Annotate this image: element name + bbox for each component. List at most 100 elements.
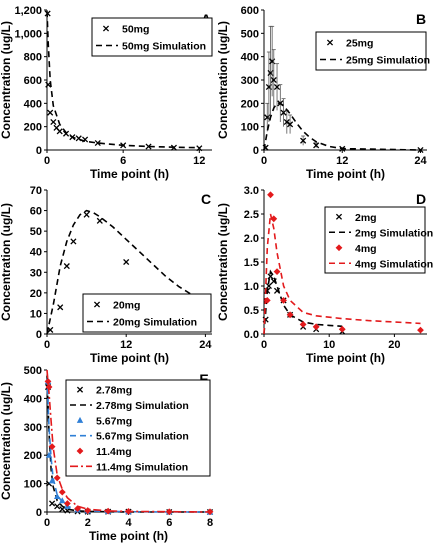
y-tick-label: 1,200: [14, 5, 42, 17]
x-axis-label: Time point (h): [89, 529, 168, 543]
data-point: [53, 474, 61, 482]
x-axis-label: Time point (h): [90, 351, 169, 365]
data-point: [299, 321, 307, 328]
data-point: [280, 297, 287, 304]
legend-marker-swatch: [335, 213, 343, 220]
marker-stroke: [280, 109, 287, 116]
y-tick-label: 800: [24, 52, 42, 64]
data-point: [58, 488, 66, 496]
x-tick-label: 20: [388, 339, 400, 351]
y-tick-label: 0: [36, 507, 42, 519]
data-point: [104, 507, 112, 515]
marker-stroke: [270, 76, 277, 84]
data-point: [265, 282, 272, 290]
x-tick-label: 0: [44, 517, 50, 529]
legend-marker-swatch: [326, 39, 334, 46]
y-tick-label: 400: [241, 52, 259, 64]
marker-stroke: [273, 83, 281, 91]
x-tick-label: 10: [323, 339, 335, 351]
y-tick-label: 40: [30, 247, 42, 259]
legend-box: [315, 31, 427, 71]
data-point: [338, 325, 346, 333]
legend-box: [82, 293, 212, 333]
data-point: [47, 109, 54, 116]
data-point: [313, 142, 320, 149]
data-point: [270, 76, 277, 84]
y-tick-label: 500: [241, 28, 259, 40]
data-point: [123, 258, 130, 266]
marker-stroke: [47, 326, 54, 333]
y-tick-label: 200: [24, 450, 42, 462]
y-tick-label: 400: [24, 98, 42, 110]
simulation-line: [46, 11, 200, 149]
x-tick-label: 6: [166, 517, 172, 529]
data-point: [45, 451, 53, 458]
panel-letter: C: [201, 191, 211, 207]
y-axis-label: Concentration (ug/L): [0, 21, 13, 139]
marker-stroke: [102, 25, 110, 32]
data-point: [267, 191, 274, 199]
data-point: [94, 139, 101, 147]
y-tick-label: 1.0: [244, 281, 259, 293]
y-axis-label: Concentration (ug/L): [216, 203, 230, 321]
legend-label: 20mg Simulation: [113, 317, 197, 329]
y-tick-label: 300: [241, 75, 259, 87]
legend-box: [65, 379, 211, 477]
y-tick-label: 2.0: [244, 233, 259, 245]
y-tick-label: 30: [30, 267, 42, 279]
legend-label: 20mg: [113, 300, 140, 312]
data-point: [417, 326, 424, 334]
data-point: [49, 500, 56, 507]
panel-letter: E: [199, 371, 208, 387]
data-point: [286, 311, 294, 319]
marker-stroke: [54, 503, 61, 510]
y-tick-label: 200: [24, 122, 42, 134]
legend-label: 11.4mg: [96, 446, 132, 458]
marker-stroke: [196, 145, 203, 152]
y-tick-label: 0.5: [244, 305, 259, 317]
legend-label: 4mg: [355, 243, 377, 255]
marker-stroke: [53, 124, 60, 131]
simulation-line: [46, 369, 211, 513]
data-point: [145, 143, 152, 150]
legend-label: 25mg: [346, 38, 373, 50]
marker-stroke: [47, 109, 54, 116]
legend-box: [91, 17, 213, 57]
data-point: [63, 500, 71, 507]
y-tick-label: 0: [253, 145, 259, 157]
x-tick-label: 2: [85, 517, 91, 529]
legend: 2.78mg 2.78mg Simulation 5.67mg 5.67mg Simu…: [65, 379, 211, 477]
x-tick-label: 12: [120, 339, 132, 351]
marker-stroke: [283, 118, 290, 126]
data-point: [283, 118, 290, 126]
x-tick-label: 24: [199, 339, 212, 351]
data-point: [50, 118, 57, 126]
legend-label: 2mg Simulation: [355, 227, 433, 239]
data-point: [287, 121, 294, 128]
data-point: [57, 304, 64, 311]
data-point: [270, 215, 278, 223]
simulation-line: [263, 269, 343, 335]
data-point: [273, 83, 281, 91]
x-tick-label: 0: [44, 155, 50, 167]
y-tick-label: 60: [30, 206, 42, 218]
y-tick-label: 400: [24, 393, 42, 405]
marker-stroke: [96, 217, 103, 224]
legend-label: 11.4mg Simulation: [96, 461, 188, 473]
x-tick-label: 12: [336, 155, 348, 167]
legend: 25mg 25mg Simulation: [315, 31, 430, 71]
legend: 20mg 20mg Simulation: [82, 293, 212, 333]
simulation-line: [46, 209, 206, 335]
marker-stroke: [93, 301, 101, 308]
y-tick-label: 600: [24, 75, 42, 87]
legend-label: 2.78mg Simulation: [96, 400, 189, 412]
legend-marker-swatch: [76, 416, 84, 423]
marker-stroke: [76, 386, 84, 393]
legend-label: 2.78mg: [96, 385, 132, 397]
data-point: [196, 145, 203, 152]
x-tick-label: 0: [44, 339, 50, 351]
legend-label: 5.67mg: [96, 415, 132, 427]
y-tick-label: 3.0: [244, 185, 259, 197]
